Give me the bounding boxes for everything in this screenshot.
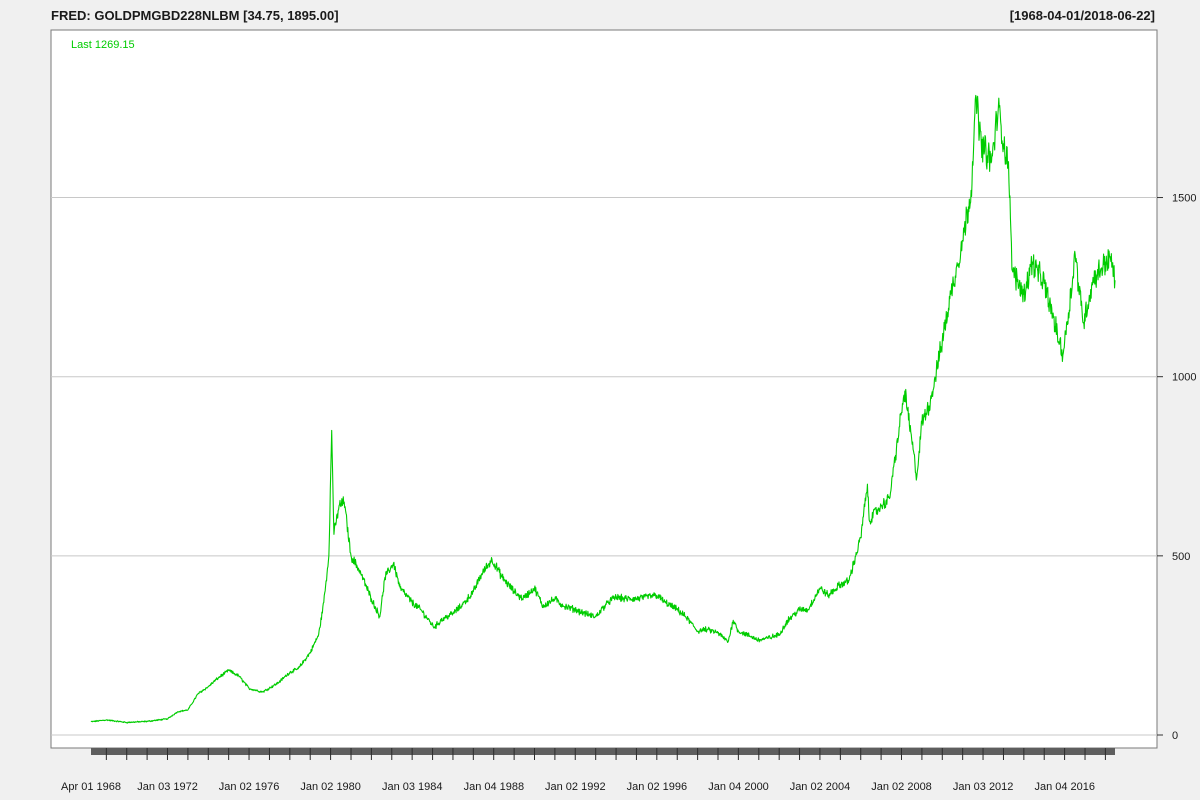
series-line-gold-price [90,94,1116,724]
x-tick-label: Jan 03 2012 [953,781,1014,793]
y-tick-label: 0 [1172,730,1178,742]
y-axis: 0 500 1000 1500 [1157,193,1196,742]
date-range-label: [1968-04-01/2018-06-22] [1010,8,1155,23]
last-value-label: Last 1269.15 [71,39,135,51]
x-tick-label: Jan 02 2004 [790,781,851,793]
x-tick-label: Jan 04 1988 [464,781,525,793]
x-axis-band [91,748,1115,755]
x-tick-label: Jan 04 2000 [708,781,769,793]
x-tick-label: Apr 01 1968 [61,781,121,793]
y-tick-label: 1500 [1172,193,1196,205]
chart-title: FRED: GOLDPMGBD228NLBM [34.75, 1895.00] [51,8,339,23]
x-tick-label: Jan 02 2008 [871,781,932,793]
x-tick-label: Jan 03 1984 [382,781,443,793]
x-tick-label: Jan 02 1992 [545,781,606,793]
x-tick-label: Jan 03 1972 [137,781,198,793]
x-tick-label: Jan 02 1996 [627,781,688,793]
x-tick-label: Jan 04 2016 [1034,781,1095,793]
plot-area [50,29,1158,749]
grid-lines [51,197,1157,736]
x-tick-label: Jan 02 1980 [300,781,361,793]
y-tick-label: 1000 [1172,372,1196,384]
x-tick-label: Jan 02 1976 [219,781,280,793]
x-axis: Apr 01 1968 Jan 03 1972 Jan 02 1976 Jan 02 … [61,748,1115,793]
y-tick-label: 500 [1172,551,1190,563]
